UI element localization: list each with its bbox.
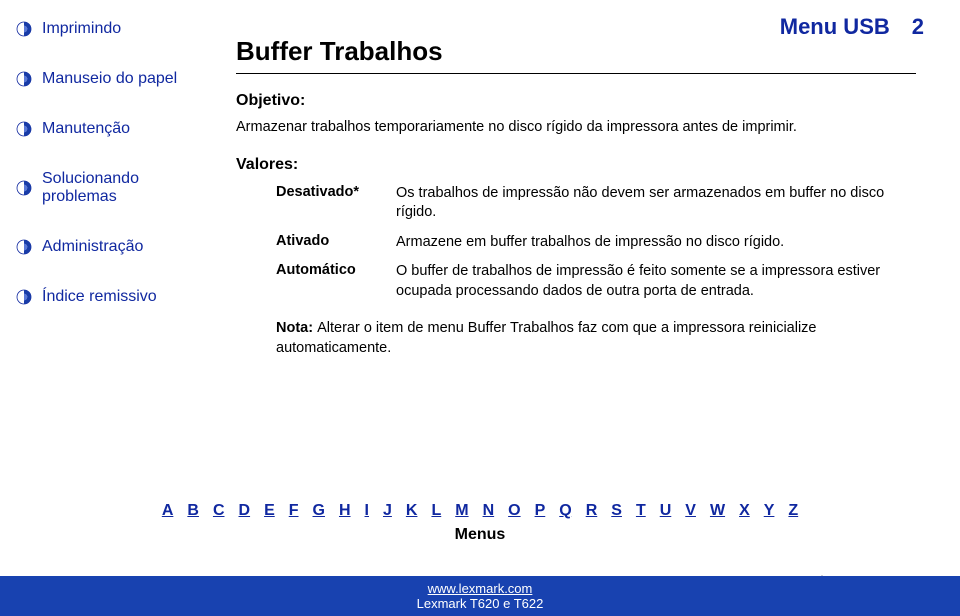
sidebar-item-solucionando[interactable]: Solucionando problemas	[16, 170, 196, 206]
bullet-icon	[16, 121, 32, 137]
sidebar-item-administracao[interactable]: Administração	[16, 238, 196, 256]
alpha-link-i[interactable]: I	[365, 502, 369, 520]
bullet-icon	[16, 71, 32, 87]
note-text: Alterar o item de menu Buffer Trabalhos …	[276, 320, 817, 356]
alpha-link-c[interactable]: C	[213, 502, 225, 520]
alpha-link-x[interactable]: X	[739, 502, 750, 520]
alpha-link-k[interactable]: K	[406, 502, 418, 520]
alpha-bar: ABCDEFGHIJKLMNOPQRSTUVWXYZ Menus	[0, 502, 960, 544]
alpha-link-o[interactable]: O	[508, 502, 520, 520]
divider	[236, 73, 916, 74]
alpha-link-u[interactable]: U	[660, 502, 672, 520]
sidebar-item-label: Índice remissivo	[42, 288, 157, 306]
alpha-link-w[interactable]: W	[710, 502, 725, 520]
main-content: Buffer Trabalhos Objetivo: Armazenar tra…	[236, 36, 916, 377]
footer-product: Lexmark T620 e T622	[417, 596, 544, 611]
sidebar-item-manutencao[interactable]: Manutenção	[16, 120, 196, 138]
value-key: Ativado	[276, 233, 396, 253]
alpha-link-b[interactable]: B	[187, 502, 199, 520]
alpha-link-f[interactable]: F	[289, 502, 299, 520]
sidebar-item-label: Imprimindo	[42, 20, 121, 38]
value-row: Automático O buffer de trabalhos de impr…	[236, 262, 916, 301]
value-key: Automático	[276, 262, 396, 301]
sidebar-item-label: Solucionando problemas	[42, 170, 196, 206]
valores-block: Valores: Desativado* Os trabalhos de imp…	[236, 156, 916, 359]
bullet-icon	[16, 180, 32, 196]
alpha-link-e[interactable]: E	[264, 502, 275, 520]
sidebar-item-manuseio[interactable]: Manuseio do papel	[16, 70, 196, 88]
alpha-link-m[interactable]: M	[455, 502, 468, 520]
value-desc: Armazene em buffer trabalhos de impressã…	[396, 233, 784, 253]
alpha-link-a[interactable]: A	[162, 502, 174, 520]
alpha-link-p[interactable]: P	[535, 502, 546, 520]
alpha-link-v[interactable]: V	[685, 502, 696, 520]
footer: www.lexmark.com Lexmark T620 e T622	[0, 576, 960, 616]
alpha-links: ABCDEFGHIJKLMNOPQRSTUVWXYZ	[162, 502, 798, 520]
objetivo-text: Armazenar trabalhos temporariamente no d…	[236, 118, 916, 138]
note-row: Nota: Alterar o item de menu Buffer Trab…	[236, 319, 916, 358]
alpha-link-t[interactable]: T	[636, 502, 646, 520]
alpha-link-z[interactable]: Z	[788, 502, 798, 520]
objetivo-block: Objetivo: Armazenar trabalhos temporaria…	[236, 92, 916, 138]
alpha-link-n[interactable]: N	[483, 502, 495, 520]
alpha-link-y[interactable]: Y	[764, 502, 775, 520]
alpha-link-j[interactable]: J	[383, 502, 392, 520]
footer-url[interactable]: www.lexmark.com	[428, 581, 533, 596]
value-desc: Os trabalhos de impressão não devem ser …	[396, 184, 916, 223]
alpha-link-h[interactable]: H	[339, 502, 351, 520]
bullet-icon	[16, 239, 32, 255]
alpha-link-d[interactable]: D	[239, 502, 251, 520]
section-title: Buffer Trabalhos	[236, 36, 916, 67]
value-row: Desativado* Os trabalhos de impressão nã…	[236, 184, 916, 223]
objetivo-label: Objetivo:	[236, 92, 916, 110]
sidebar: Imprimindo Manuseio do papel Manutenção …	[16, 20, 196, 338]
bullet-icon	[16, 21, 32, 37]
sidebar-item-label: Administração	[42, 238, 143, 256]
bullet-icon	[16, 289, 32, 305]
alpha-link-s[interactable]: S	[611, 502, 622, 520]
alpha-link-g[interactable]: G	[313, 502, 325, 520]
alpha-link-r[interactable]: R	[586, 502, 598, 520]
alpha-link-q[interactable]: Q	[559, 502, 571, 520]
valores-label: Valores:	[236, 156, 916, 174]
note-label: Nota:	[276, 320, 317, 336]
sidebar-item-indice[interactable]: Índice remissivo	[16, 288, 196, 306]
value-desc: O buffer de trabalhos de impressão é fei…	[396, 262, 916, 301]
alpha-link-l[interactable]: L	[431, 502, 441, 520]
menus-label: Menus	[0, 526, 960, 544]
sidebar-item-imprimindo[interactable]: Imprimindo	[16, 20, 196, 38]
sidebar-item-label: Manuseio do papel	[42, 70, 177, 88]
value-key: Desativado*	[276, 184, 396, 223]
value-row: Ativado Armazene em buffer trabalhos de …	[236, 233, 916, 253]
sidebar-item-label: Manutenção	[42, 120, 130, 138]
